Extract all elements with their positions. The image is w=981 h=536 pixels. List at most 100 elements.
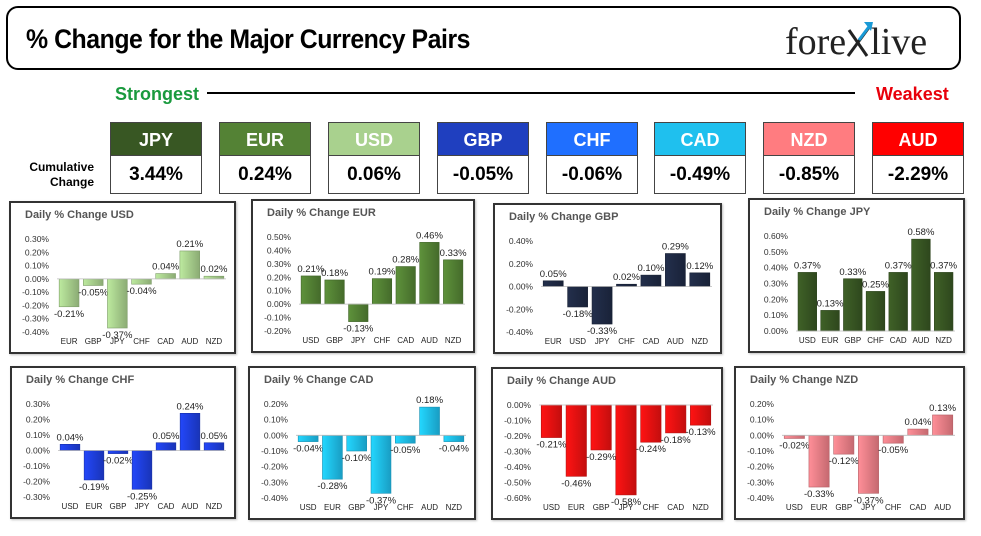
bar-chf: [371, 278, 393, 305]
data-label: 0.02%: [613, 272, 640, 283]
x-category-label: USD: [799, 336, 816, 345]
x-category-label: GBP: [835, 503, 852, 512]
chart-title: Daily % Change AUD: [507, 375, 617, 387]
y-tick-label: -0.40%: [22, 327, 49, 337]
data-label: -0.58%: [611, 497, 642, 508]
strongest-label: Strongest: [115, 84, 200, 104]
y-tick-label: 0.30%: [26, 399, 51, 409]
y-tick-label: 0.40%: [509, 236, 534, 246]
y-tick-label: 0.30%: [267, 259, 292, 269]
y-tick-label: 0.30%: [764, 279, 789, 289]
y-tick-label: 0.10%: [764, 310, 789, 320]
y-tick-label: -0.10%: [261, 446, 288, 456]
chart-panel-eur: Daily % Change EUR 0.50% 0.40% 0.30% 0.20% 0.…: [251, 199, 475, 353]
x-category-label: AUD: [182, 502, 199, 511]
chart-title: Daily % Change USD: [25, 209, 134, 221]
chart-panel-aud: Daily % Change AUD 0.00% -0.10% -0.20% -0.30…: [491, 367, 723, 520]
x-category-label: CHF: [885, 503, 902, 512]
bar-cad: [907, 428, 929, 436]
bar-usd: [540, 404, 562, 438]
data-label: 0.37%: [794, 260, 821, 271]
bar-gbp: [107, 450, 129, 454]
bar-gbp: [843, 278, 863, 332]
x-category-label: NZD: [446, 503, 463, 512]
bar-jpy: [591, 286, 613, 325]
bar-nzd: [689, 272, 711, 287]
y-tick-label: 0.10%: [750, 415, 775, 425]
bar-chf: [865, 291, 886, 332]
y-tick-label: 0.20%: [509, 259, 534, 269]
bar-aud: [419, 242, 440, 305]
y-tick-label: -0.40%: [504, 462, 531, 472]
bar-aud: [665, 253, 686, 287]
forexlive-logo: fore live: [785, 21, 928, 63]
y-tick-label: -0.20%: [747, 462, 774, 472]
bar-chart: 0.30% 0.20% 0.10% 0.00% -0.10% -0.20% -0.30% 0.…: [23, 399, 228, 511]
bar-usd: [297, 435, 319, 442]
cumulative-value: -0.06%: [546, 156, 638, 194]
y-tick-label: -0.20%: [504, 431, 531, 441]
data-label: 0.12%: [686, 261, 713, 272]
bar-gbp: [83, 278, 104, 286]
bar-cad: [395, 266, 416, 305]
chart-title: Daily % Change JPY: [764, 206, 871, 218]
bar-nzd: [690, 404, 712, 426]
cumulative-value: -0.49%: [654, 156, 746, 194]
data-label: -0.02%: [103, 456, 134, 467]
x-category-label: EUR: [61, 337, 78, 346]
bar-eur: [322, 435, 343, 480]
y-tick-label: -0.30%: [504, 447, 531, 457]
x-category-label: CAD: [667, 503, 684, 512]
data-label: -0.46%: [561, 478, 592, 489]
chart-title: Daily % Change CAD: [264, 374, 374, 386]
y-tick-label: 0.10%: [26, 430, 51, 440]
data-label: -0.21%: [54, 309, 85, 320]
data-label: -0.37%: [102, 330, 133, 341]
y-tick-label: -0.40%: [261, 493, 288, 503]
cumulative-value: -2.29%: [872, 156, 964, 194]
x-category-label: CAD: [890, 336, 907, 345]
currency-code: EUR: [219, 122, 311, 156]
bar-nzd: [934, 272, 954, 332]
x-category-label: USD: [543, 503, 560, 512]
bar-eur: [58, 278, 80, 308]
data-label: 0.58%: [907, 227, 934, 238]
data-label: 0.28%: [392, 255, 419, 266]
bar-aud: [179, 412, 201, 451]
data-label: 0.13%: [817, 298, 844, 309]
x-category-label: CHF: [867, 336, 884, 345]
y-tick-label: 0.50%: [764, 247, 789, 257]
data-label: -0.37%: [366, 495, 397, 506]
strength-axis-line: [207, 92, 855, 94]
data-label: -0.18%: [661, 435, 692, 446]
bar-jpy: [131, 450, 153, 490]
bar-cad: [665, 404, 687, 434]
x-category-label: NZD: [445, 336, 462, 345]
y-tick-label: -0.30%: [23, 492, 50, 502]
y-tick-label: 0.00%: [750, 430, 775, 440]
title-banner: % Change for the Major Currency Pairs fo…: [6, 6, 961, 70]
bar-eur: [565, 404, 587, 477]
bar-chart: 0.60% 0.50% 0.40% 0.30% 0.20% 0.10% 0.00% 0.37%…: [764, 227, 958, 345]
y-tick-label: -0.30%: [261, 477, 288, 487]
y-tick-label: 0.00%: [764, 326, 789, 336]
currency-code: NZD: [763, 122, 855, 156]
data-label: 0.04%: [904, 417, 931, 428]
currency-box-chf: CHF -0.06%: [546, 122, 638, 194]
weakest-label: Weakest: [876, 84, 949, 104]
data-label: 0.19%: [369, 267, 396, 278]
y-tick-label: -0.40%: [506, 327, 533, 337]
data-label: -0.13%: [343, 324, 374, 335]
x-category-label: JPY: [135, 502, 150, 511]
currency-code: GBP: [437, 122, 529, 156]
bar-chart: 0.40% 0.20% 0.00% -0.20% -0.40% 0.05% EUR -0.18…: [506, 236, 714, 346]
y-tick-label: 0.00%: [26, 446, 51, 456]
y-tick-label: -0.40%: [747, 493, 774, 503]
bar-gbp: [324, 279, 345, 305]
data-label: -0.37%: [853, 495, 884, 506]
bar-jpy: [107, 278, 128, 329]
y-tick-label: 0.20%: [267, 272, 292, 282]
x-category-label: GBP: [326, 336, 343, 345]
y-tick-label: -0.30%: [747, 477, 774, 487]
bar-gbp: [346, 435, 367, 452]
